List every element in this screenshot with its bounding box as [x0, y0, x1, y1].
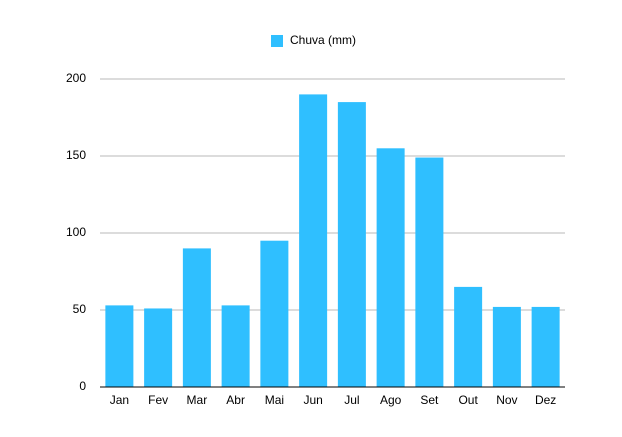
bar [376, 148, 405, 387]
x-tick-label: Ago [380, 393, 402, 407]
y-tick-label: 150 [66, 148, 86, 162]
y-tick-label: 50 [73, 302, 87, 316]
x-tick-label: Dez [535, 393, 556, 407]
x-tick-label: Mar [187, 393, 208, 407]
y-tick-label: 0 [79, 379, 86, 393]
bar [144, 308, 173, 387]
bar [260, 240, 289, 387]
bar [531, 306, 560, 387]
bar [454, 286, 483, 387]
x-tick-label: Jun [303, 393, 322, 407]
bar [492, 306, 521, 387]
x-tick-label: Jul [344, 393, 359, 407]
x-tick-label: Mai [265, 393, 284, 407]
x-tick-label: Nov [496, 393, 517, 407]
x-tick-label: Out [458, 393, 478, 407]
x-tick-label: Jan [110, 393, 129, 407]
y-tick-label: 100 [66, 225, 86, 239]
x-tick-label: Abr [226, 393, 245, 407]
y-tick-label: 200 [66, 71, 86, 85]
bar [105, 305, 134, 387]
bar [337, 102, 366, 387]
legend-label: Chuva (mm) [290, 33, 356, 47]
bar [221, 305, 250, 387]
x-tick-label: Fev [148, 393, 168, 407]
bar [299, 94, 328, 388]
x-tick-label: Set [420, 393, 439, 407]
legend-swatch [271, 35, 283, 47]
bar [415, 157, 444, 387]
bar [182, 248, 211, 387]
